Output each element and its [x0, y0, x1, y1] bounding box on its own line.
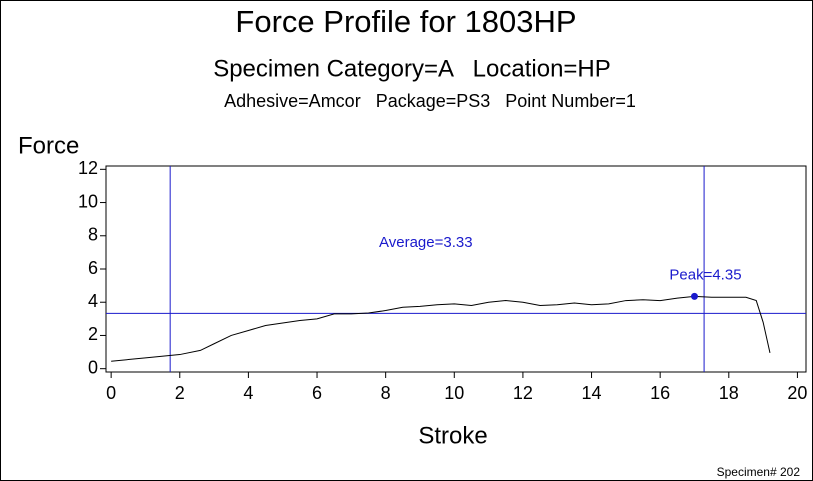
y-tick-label: 2 — [88, 324, 98, 344]
subtitle: Adhesive=Amcor Package=PS3 Point Number=… — [224, 91, 636, 111]
x-tick-label: 2 — [175, 383, 185, 403]
line — [111, 295, 771, 362]
x-tick-label: 12 — [513, 383, 533, 403]
x-tick-label: 18 — [719, 383, 739, 403]
subtitle: Specimen Category=A Location=HP — [213, 55, 611, 82]
annotation: Peak=4.35 — [669, 266, 741, 283]
chart-title: Force Profile for 1803HP — [235, 4, 576, 39]
x-axis-label: Stroke — [418, 422, 487, 449]
y-tick-label: 6 — [88, 258, 98, 278]
x-tick-label: 4 — [243, 383, 253, 403]
y-tick-label: 4 — [88, 291, 98, 311]
y-tick-label: 8 — [88, 225, 98, 245]
y-axis-label: Force — [18, 132, 79, 159]
x-tick-label: 16 — [650, 383, 670, 403]
x-tick-label: 14 — [582, 383, 602, 403]
annotation: Average=3.33 — [379, 234, 473, 251]
x-tick-label: 6 — [312, 383, 322, 403]
x-tick-label: 8 — [381, 383, 391, 403]
x-tick-label: 0 — [106, 383, 116, 403]
x-tick-label: 10 — [444, 383, 464, 403]
peak-point — [690, 292, 698, 300]
x-tick-label: 20 — [787, 383, 807, 403]
y-tick-label: 0 — [88, 357, 98, 377]
footnote: Specimen# 202 — [717, 465, 801, 479]
y-tick-label: 12 — [78, 158, 98, 178]
y-tick-label: 10 — [78, 191, 98, 211]
